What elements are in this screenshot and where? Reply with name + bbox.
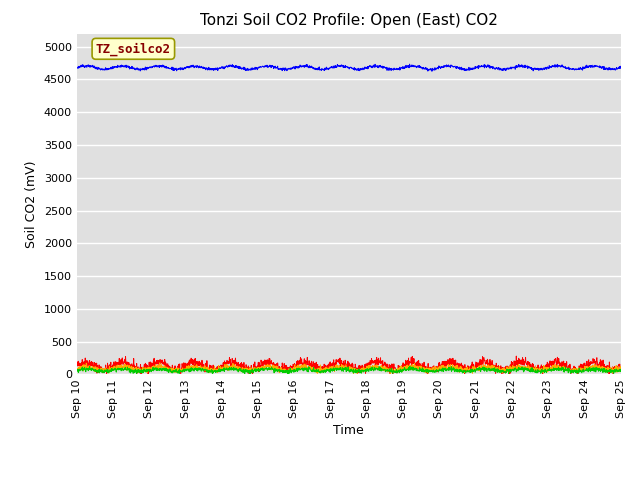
Text: TZ_soilco2: TZ_soilco2 (96, 42, 171, 56)
Title: Tonzi Soil CO2 Profile: Open (East) CO2: Tonzi Soil CO2 Profile: Open (East) CO2 (200, 13, 498, 28)
X-axis label: Time: Time (333, 423, 364, 437)
Y-axis label: Soil CO2 (mV): Soil CO2 (mV) (25, 160, 38, 248)
